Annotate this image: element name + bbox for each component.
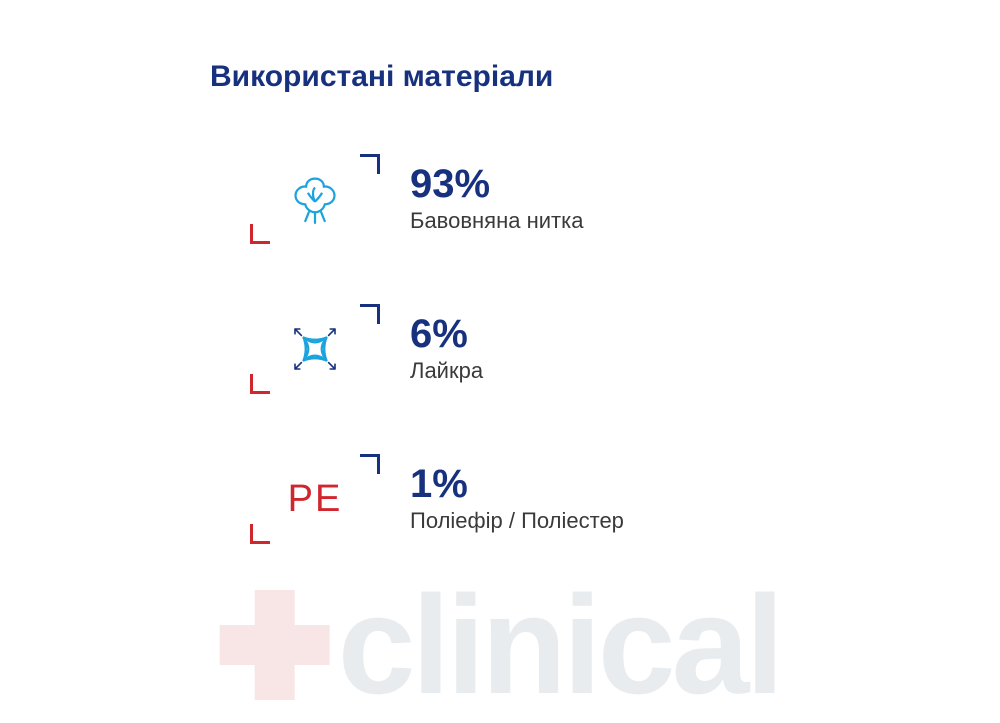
material-row-lycra: 6% Лайкра bbox=[250, 304, 1000, 394]
material-row-cotton: 93% Бавовняна нитка bbox=[250, 154, 1000, 244]
bracket-bottom-left bbox=[250, 524, 270, 544]
material-percent: 6% bbox=[410, 314, 483, 354]
page-title: Використані матеріали bbox=[210, 60, 1000, 94]
material-label: Лайкра bbox=[410, 358, 483, 384]
stretch-icon bbox=[280, 314, 350, 384]
material-percent: 93% bbox=[410, 164, 583, 204]
bracket-top-right bbox=[360, 154, 380, 174]
material-percent: 1% bbox=[410, 464, 624, 504]
bracket-top-right bbox=[360, 304, 380, 324]
icon-frame: PE bbox=[250, 454, 380, 544]
pe-icon: PE bbox=[280, 464, 350, 534]
bracket-bottom-left bbox=[250, 374, 270, 394]
bracket-top-right bbox=[360, 454, 380, 474]
icon-frame bbox=[250, 154, 380, 244]
cross-icon bbox=[220, 590, 330, 700]
material-row-polyester: PE 1% Поліефір / Поліестер bbox=[250, 454, 1000, 544]
material-label: Поліефір / Поліестер bbox=[410, 508, 624, 534]
icon-frame bbox=[250, 304, 380, 394]
watermark-text: clinical bbox=[338, 575, 781, 715]
cotton-icon bbox=[280, 164, 350, 234]
bracket-bottom-left bbox=[250, 224, 270, 244]
material-label: Бавовняна нитка bbox=[410, 208, 583, 234]
watermark: clinical bbox=[220, 575, 781, 715]
materials-list: 93% Бавовняна нитка bbox=[210, 154, 1000, 544]
